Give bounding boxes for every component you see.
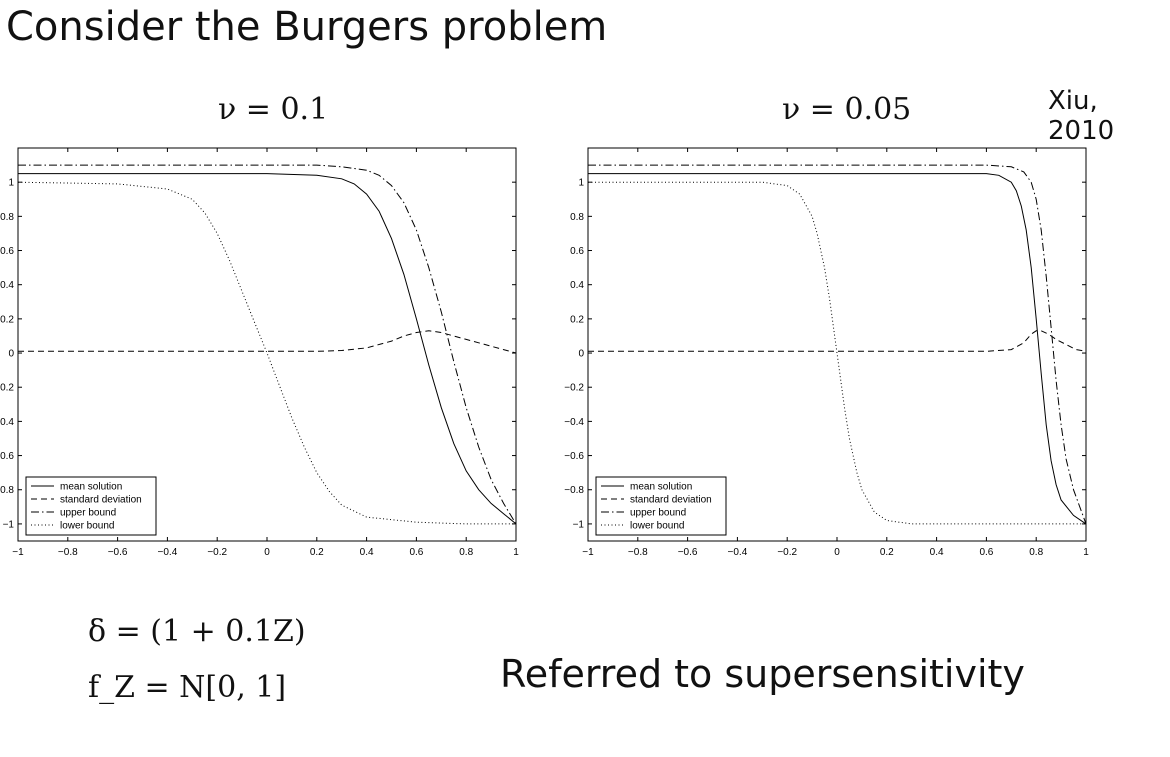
series-mean-solution: [588, 173, 1087, 525]
legend-label: standard deviation: [60, 495, 142, 506]
y-tick-label: −0.8: [0, 485, 14, 496]
slide-title: Consider the Burgers problem: [6, 4, 608, 50]
legend-label: mean solution: [630, 482, 692, 493]
y-tick-label: −0.4: [0, 417, 14, 428]
y-tick-label: 0.8: [0, 212, 14, 223]
series-standard-deviation: [588, 330, 1087, 352]
citation: Xiu, 2010: [1048, 86, 1115, 146]
series-upper-bound: [588, 164, 1087, 525]
x-tick-label: 1: [1083, 547, 1089, 558]
equation-fz: f_Z = N[0, 1]: [88, 670, 287, 705]
legend-label: lower bound: [630, 521, 684, 532]
legend-label: upper bound: [630, 508, 686, 519]
y-tick-label: −0.2: [564, 383, 584, 394]
legend-label: standard deviation: [630, 495, 712, 506]
y-tick-label: −0.6: [564, 451, 584, 462]
y-tick-label: −0.8: [564, 485, 584, 496]
x-tick-label: 0.6: [979, 547, 993, 558]
x-tick-label: 0.2: [310, 547, 324, 558]
legend-box: [595, 476, 727, 536]
x-tick-label: 0: [834, 547, 840, 558]
series-standard-deviation: [18, 330, 517, 354]
x-tick-label: 0.6: [409, 547, 423, 558]
chart-nu-0-05: −1 −0.8 −0.6 −0.4 −0.2 0 0.2 0.4 0.6 0.8 1 −1 −0.8 −0…: [564, 147, 1089, 558]
legend-label: upper bound: [60, 508, 116, 519]
supersensitivity-note: Referred to supersensitivity: [500, 652, 1025, 696]
x-tick-label: −0.4: [158, 547, 178, 558]
y-tick-label: −0.6: [0, 451, 14, 462]
equation-delta: δ = (1 + 0.1Z): [88, 614, 306, 649]
x-tick-label: −0.8: [58, 547, 78, 558]
x-tick-label: 0.8: [1029, 547, 1043, 558]
y-tick-label: 0.2: [0, 314, 14, 325]
chart-1-title: ν = 0.1: [218, 92, 329, 127]
y-tick-label: −0.2: [0, 383, 14, 394]
x-tick-label: 0.4: [930, 547, 944, 558]
x-tick-label: 0.8: [459, 547, 473, 558]
y-tick-label: 0: [8, 349, 14, 360]
series-lower-bound: [17, 181, 516, 525]
series-lower-bound: [588, 181, 1086, 525]
x-tick-label: 0.2: [880, 547, 894, 558]
x-tick-label: −0.6: [678, 547, 698, 558]
y-tick-label: 1: [578, 178, 584, 189]
y-tick-label: 0.2: [570, 314, 584, 325]
x-tick-label: −0.4: [728, 547, 748, 558]
x-tick-label: 1: [513, 547, 519, 558]
legend-label: lower bound: [60, 521, 114, 532]
legend-label: mean solution: [60, 482, 122, 493]
y-tick-label: 0.6: [570, 246, 584, 257]
x-tick-label: −1: [12, 547, 24, 558]
x-tick-label: −0.2: [777, 547, 797, 558]
chart-nu-0-1: −1 −0.8 −0.6 −0.4 −0.2 0 0.2 0.4 0.6 0.8 1 −1 −0.8 −0…: [0, 147, 519, 558]
x-tick-label: 0: [264, 547, 270, 558]
y-tick-label: 1: [8, 178, 14, 189]
y-tick-label: 0: [578, 349, 584, 360]
x-tick-label: 0.4: [360, 547, 374, 558]
series-mean-solution: [18, 173, 517, 525]
y-tick-label: −1: [573, 519, 585, 530]
y-tick-label: 0.4: [570, 280, 584, 291]
y-tick-label: 0.4: [0, 280, 14, 291]
y-tick-label: 0.8: [570, 212, 584, 223]
y-tick-label: −0.4: [564, 417, 584, 428]
series-upper-bound: [18, 164, 517, 525]
x-tick-label: −0.6: [108, 547, 128, 558]
x-tick-label: −0.8: [628, 547, 648, 558]
y-tick-label: −1: [3, 519, 15, 530]
y-tick-label: 0.6: [0, 246, 14, 257]
x-tick-label: −1: [582, 547, 594, 558]
x-tick-label: −0.2: [207, 547, 227, 558]
legend-box: [25, 476, 157, 536]
chart-2-title: ν = 0.05: [782, 92, 912, 127]
